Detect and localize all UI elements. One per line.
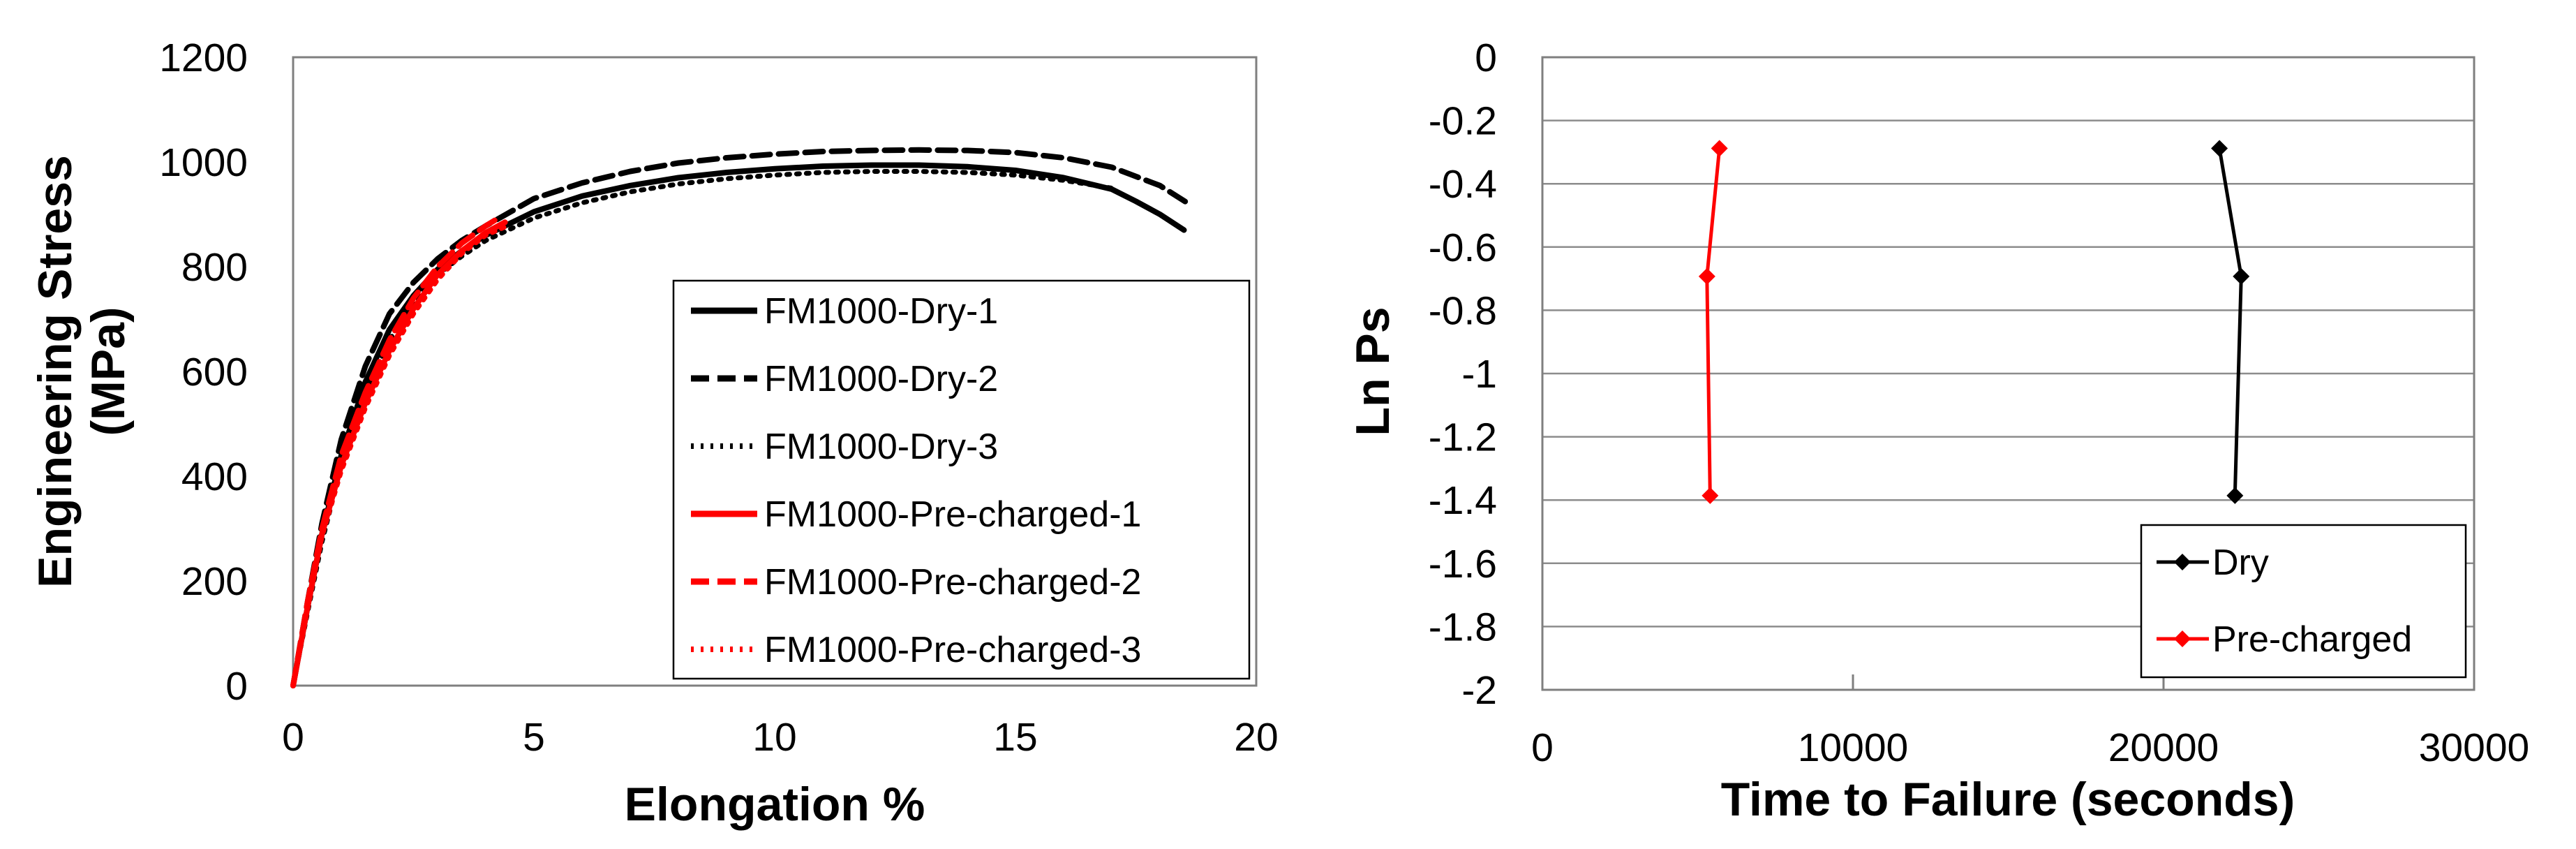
legend-label-fm1000-pre-charged-2: FM1000-Pre-charged-2 [764,562,1141,603]
series-line-dry [2217,148,2243,496]
plot-area-left [292,56,1258,687]
y-tick-label-right: -1.2 [1429,415,1497,460]
probability-chart: 0 -0.2 -0.4 -0.6 -0.8 -1 -1.2 -1.4 -1.6 -1.8 -2 0 1… [1346,36,2529,826]
data-point-dry [2233,267,2250,285]
y-tick-label-right: -1 [1461,352,1497,397]
stress-strain-chart: 0 200 400 600 800 1000 1200 0 5 10 15 20 Elongatio… [29,36,1279,831]
y-axis-label-left-line1: Engineering Stress [29,155,82,588]
legend-label-fm1000-dry-3: FM1000-Dry-3 [764,427,998,467]
y-tick-label-right: -2 [1461,668,1497,713]
y-tick-label-right: -0.2 [1429,99,1497,144]
x-tick-label-left: 15 [993,715,1037,760]
y-axis-label-left-line2: (MPa) [82,307,135,436]
y-tick-label-right: -1.6 [1429,542,1497,586]
x-tick-label-right: 0 [1531,725,1554,770]
x-tick-label-left: 20 [1234,715,1278,760]
legend-left: FM1000-Dry-1 FM1000-Dry-2 FM1000-Dry-3 FM10… [672,279,1251,680]
y-tick-label-left: 400 [181,455,248,499]
y-tick-label-right: -1.8 [1429,605,1497,649]
series-line-fm1000-dry-1 [290,162,1187,688]
series-line-fm1000-dry-2 [290,147,1192,688]
y-tick-label-right: -1.4 [1429,478,1497,523]
legend-label-pre-charged: Pre-charged [2212,619,2412,660]
data-point-pre-charged [1702,487,1719,504]
legend-marker-dry [2174,554,2191,570]
x-axis-label-left: Elongation % [625,778,925,831]
legend-label-fm1000-pre-charged-3: FM1000-Pre-charged-3 [764,630,1141,670]
legend-marker-pre-charged [2174,630,2191,647]
legend-box-right [2140,524,2467,679]
legend-right: Dry Pre-charged [2140,524,2467,679]
data-point-dry [2211,140,2228,157]
x-axis-label-right: Time to Failure (seconds) [1721,773,2295,826]
legend-box-left [672,279,1251,680]
plot-area-right [1541,56,2476,691]
x-tick-label-left: 0 [282,715,304,760]
y-axis-label-right: Ln Ps [1346,307,1399,436]
x-tick-label-left: 10 [752,715,796,760]
y-tick-label-right: -0.4 [1429,162,1497,207]
x-tick-label-left: 5 [523,715,545,760]
data-point-dry [2226,487,2244,504]
x-tick-label-right: 30000 [2419,725,2530,770]
legend-label-fm1000-dry-2: FM1000-Dry-2 [764,359,998,399]
x-tick-label-right: 20000 [2108,725,2219,770]
y-tick-label-left: 1000 [159,140,248,185]
legend-label-dry: Dry [2212,542,2269,583]
data-point-pre-charged [1698,267,1715,285]
y-tick-label-left: 200 [181,559,248,604]
series-line-fm1000-pre-charged-1 [290,219,508,688]
y-tick-label-left: 0 [225,664,248,709]
y-tick-label-left: 600 [181,350,248,394]
series-line-fm1000-pre-charged-3 [290,222,512,688]
series-line-fm1000-pre-charged-2 [290,214,503,688]
y-tick-label-right: -0.8 [1429,288,1497,333]
y-tick-label-right: 0 [1475,36,1497,80]
legend-label-fm1000-pre-charged-1: FM1000-Pre-charged-1 [764,494,1141,535]
y-tick-label-right: -0.6 [1429,226,1497,270]
data-point-pre-charged [1711,140,1728,157]
y-tick-label-left: 800 [181,245,248,290]
series-line-pre-charged [1705,148,1722,496]
legend-label-fm1000-dry-1: FM1000-Dry-1 [764,291,998,332]
y-tick-label-left: 1200 [159,36,248,80]
x-tick-label-right: 10000 [1798,725,1909,770]
